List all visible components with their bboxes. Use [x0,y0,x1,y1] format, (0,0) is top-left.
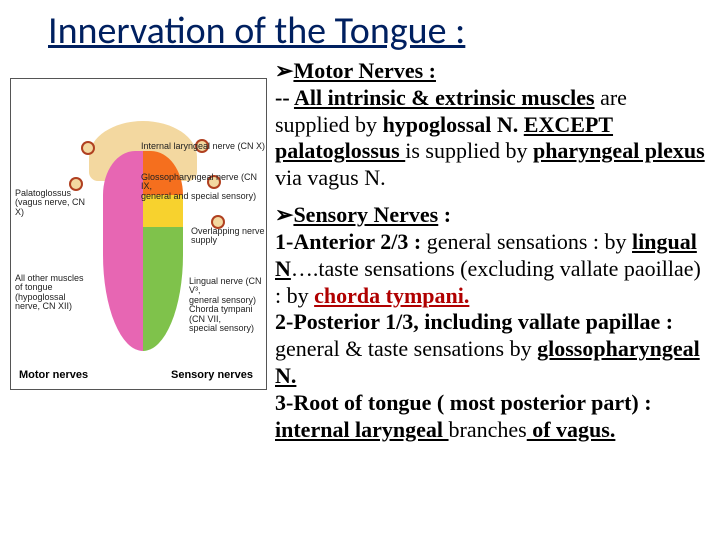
label-palatoglossus: Palatoglossus(vagus nerve, CN X) [15,189,93,217]
motor-heading-text: Motor Nerves : [293,58,436,83]
text-column: ➢Motor Nerves : -- All intrinsic & extri… [275,58,705,454]
bullet-arrow-icon: ➢ [275,202,293,227]
s-l1b: general sensations : by [427,229,632,254]
sensory-colon: : [438,202,451,227]
label-internal-laryngeal: Internal laryngeal nerve (CN X) [141,142,266,151]
label-lingual: Lingual nerve (CN V³,general sensory)Cho… [189,277,269,334]
node-icon [81,141,95,155]
motor-t1: -- [275,85,294,110]
tongue-right-lingual [143,227,183,351]
label-motor-nerves: Motor nerves [19,369,88,381]
sensory-heading-text: Sensory Nerves [293,202,438,227]
bullet-arrow-icon: ➢ [275,58,293,83]
motor-t4: hypoglossal N. [383,112,519,137]
motor-heading: ➢Motor Nerves : [275,58,705,85]
motor-section: ➢Motor Nerves : -- All intrinsic & extri… [275,58,705,192]
s-l3a: 3-Root of tongue ( most posterior part) … [275,390,652,415]
s-l3d: of vagus. [527,417,616,442]
tongue-left-motor [103,151,143,351]
s-l3b: internal laryngeal [275,417,449,442]
motor-body: -- All intrinsic & extrinsic muscles are… [275,85,705,192]
s-l1e: chorda tympani. [314,283,469,308]
s-l1a: 1-Anterior 2/3 : [275,229,427,254]
s-l2b: general & taste sensations by [275,336,537,361]
label-glossopharyngeal: Glossopharyngeal nerve (CN IX,general an… [141,173,266,201]
sensory-heading: ➢Sensory Nerves : [275,202,705,229]
label-sensory-nerves: Sensory nerves [171,369,253,381]
s-l3c: branches [449,417,527,442]
sensory-section: ➢Sensory Nerves : 1-Anterior 2/3 : gener… [275,202,705,443]
sensory-body: 1-Anterior 2/3 : general sensations : by… [275,229,705,444]
label-overlapping: Overlapping nerve supply [191,227,266,246]
motor-t2: All intrinsic & extrinsic muscles [294,85,595,110]
label-all-other: All other musclesof tongue(hypoglossalne… [15,274,93,312]
motor-t9: via vagus N. [275,165,386,190]
page-title: Innervation of the Tongue : [48,8,465,54]
motor-t8: pharyngeal plexus [533,138,705,163]
s-l2a: 2-Posterior 1/3, including vallate papil… [275,309,673,334]
tongue-diagram: Palatoglossus(vagus nerve, CN X) All oth… [10,78,267,390]
motor-t7: is supplied by [405,138,533,163]
